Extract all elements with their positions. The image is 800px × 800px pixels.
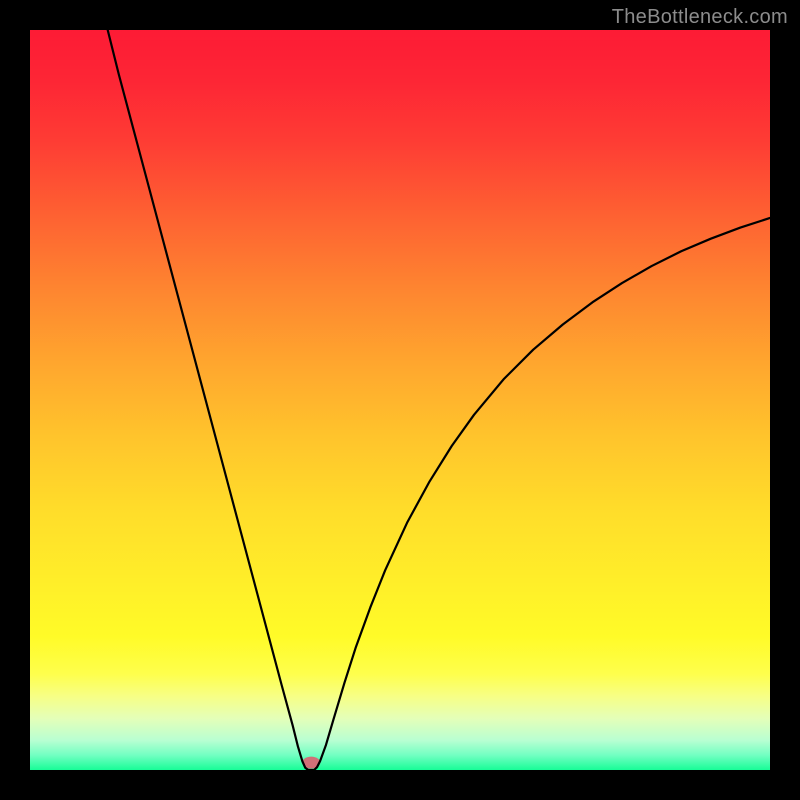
chart-container bbox=[30, 30, 770, 770]
attribution-text: TheBottleneck.com bbox=[612, 6, 788, 29]
bottleneck-chart bbox=[30, 30, 770, 770]
chart-background bbox=[30, 30, 770, 770]
